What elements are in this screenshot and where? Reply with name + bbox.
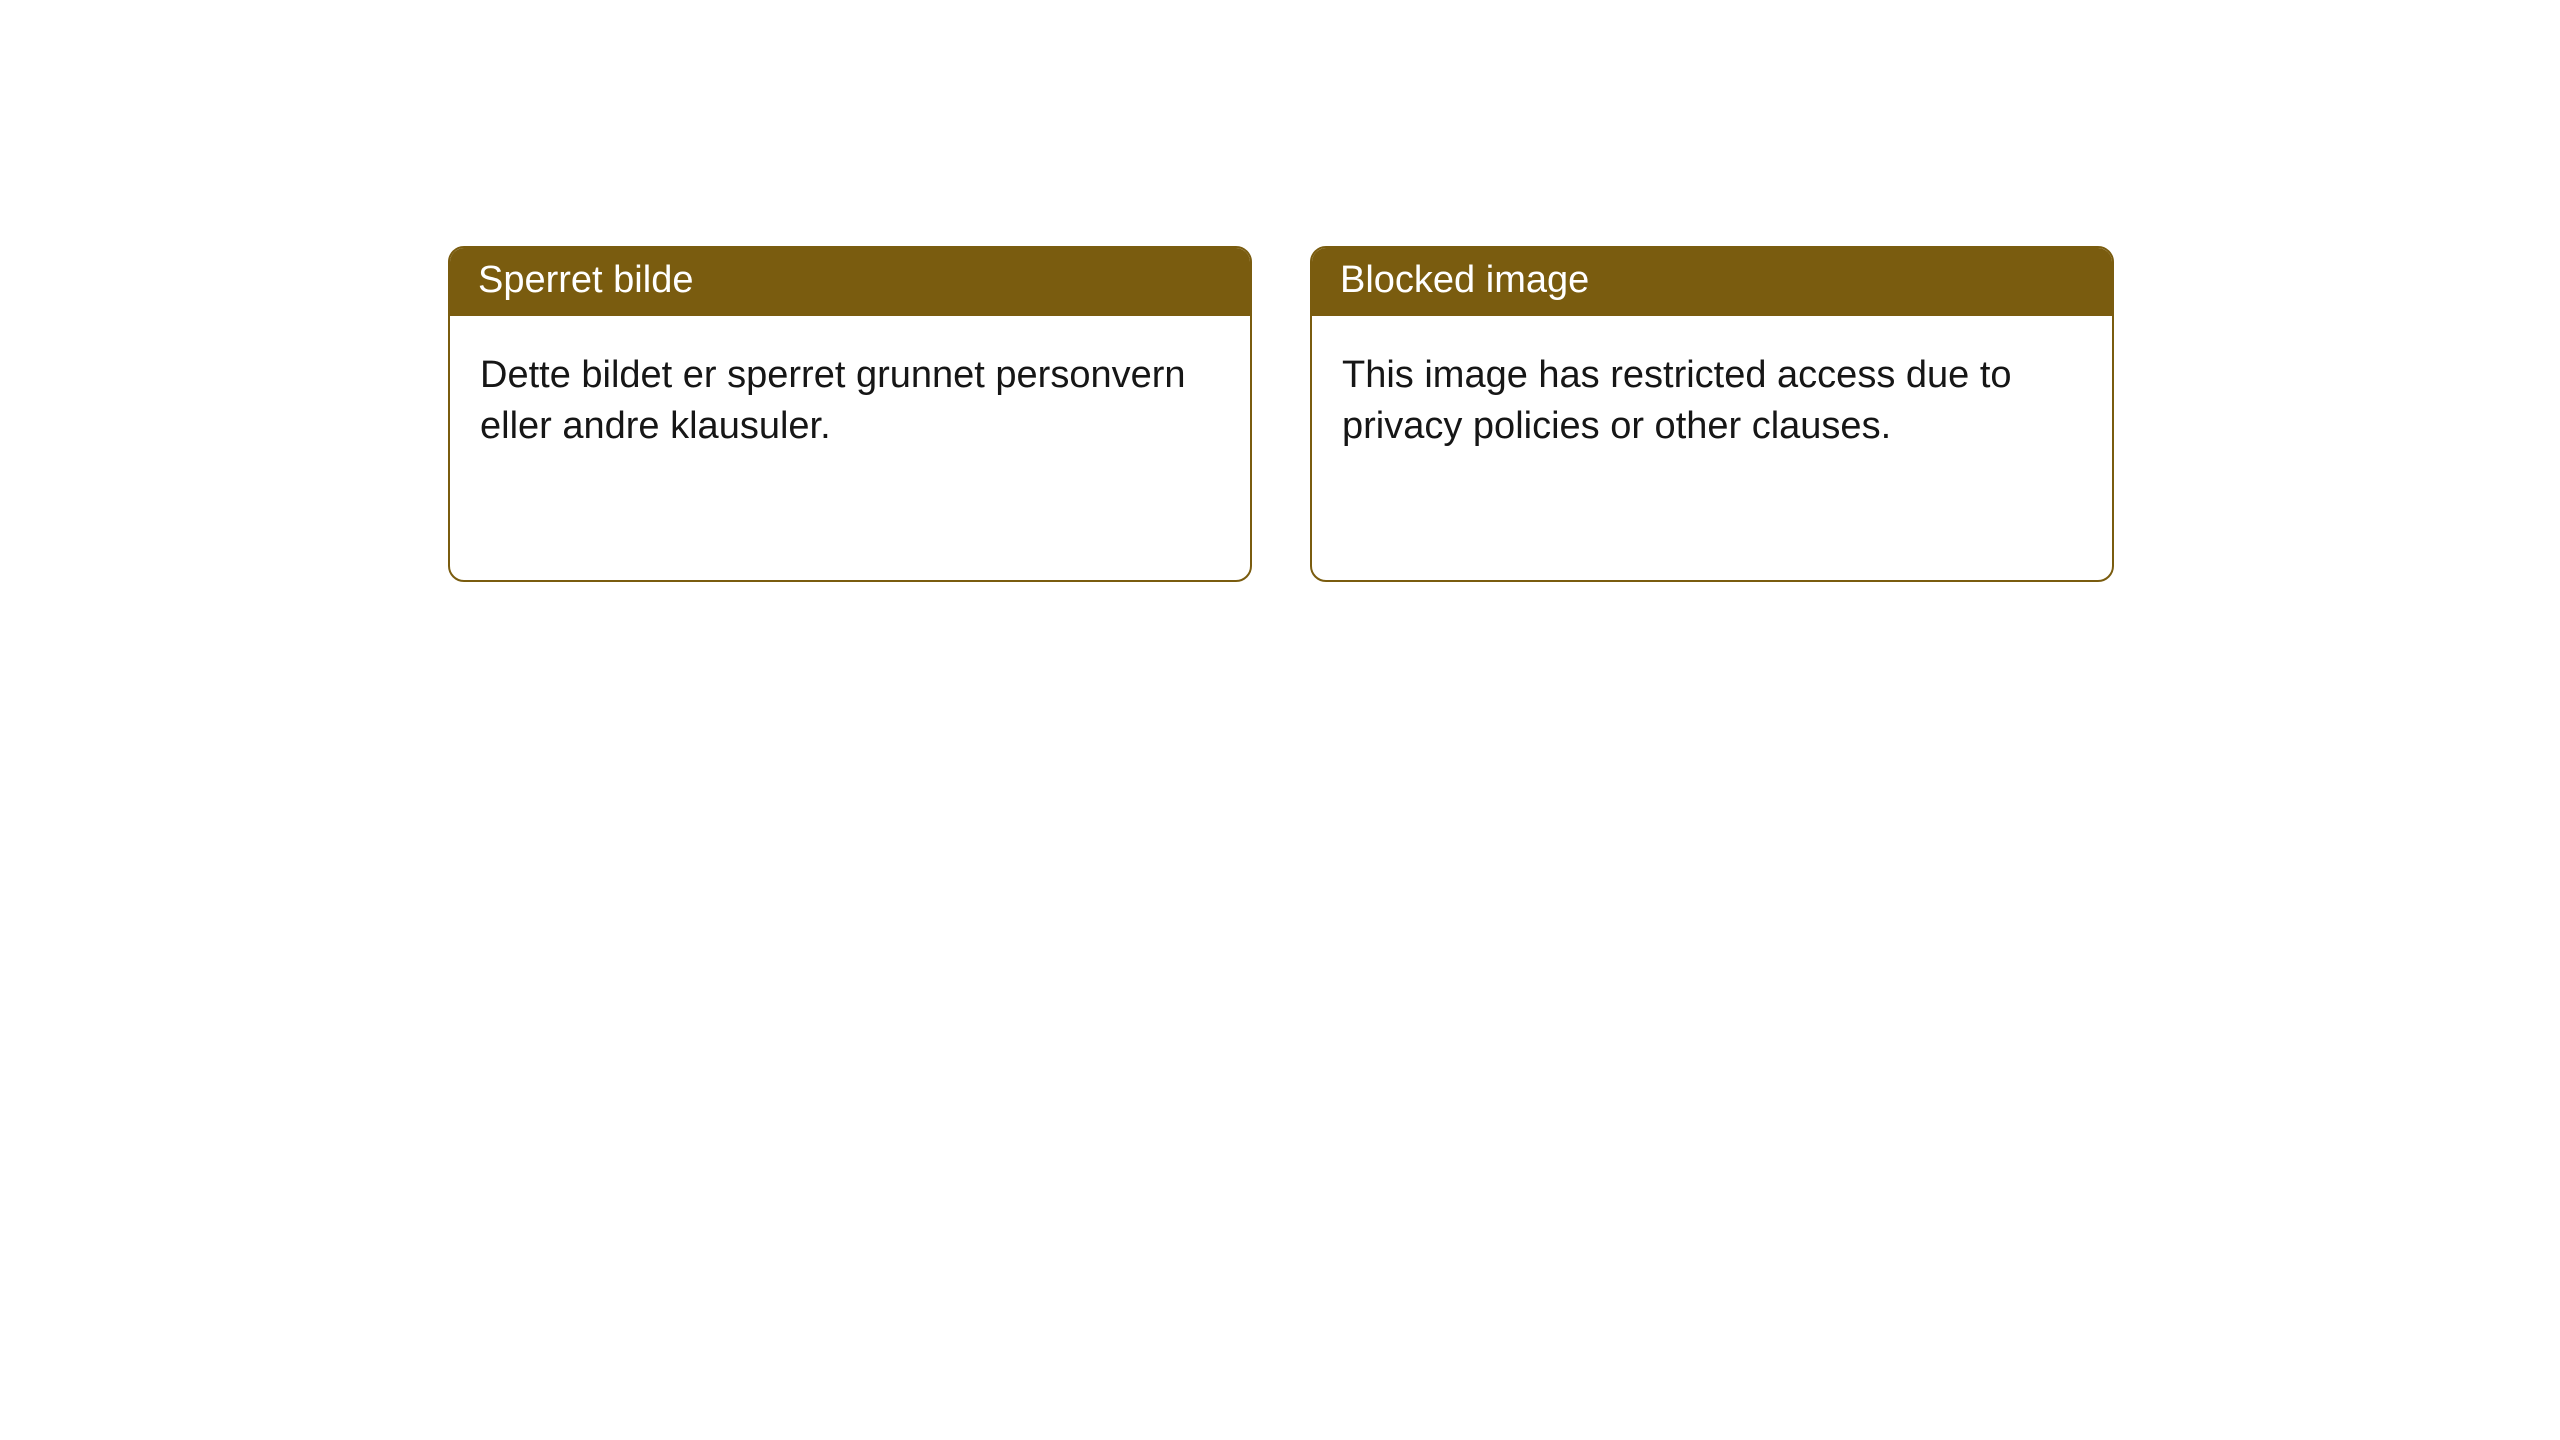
card-header-en: Blocked image <box>1312 248 2112 316</box>
card-body-no: Dette bildet er sperret grunnet personve… <box>450 316 1250 487</box>
card-header-no: Sperret bilde <box>450 248 1250 316</box>
card-body-en: This image has restricted access due to … <box>1312 316 2112 487</box>
notice-container: Sperret bilde Dette bildet er sperret gr… <box>0 0 2560 582</box>
blocked-image-card-no: Sperret bilde Dette bildet er sperret gr… <box>448 246 1252 582</box>
blocked-image-card-en: Blocked image This image has restricted … <box>1310 246 2114 582</box>
